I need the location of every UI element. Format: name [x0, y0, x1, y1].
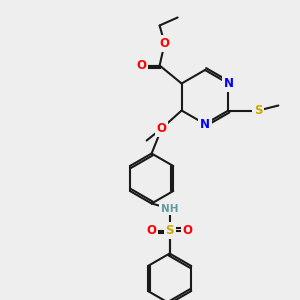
Text: O: O — [147, 224, 157, 237]
Text: O: O — [136, 59, 147, 72]
Text: N: N — [224, 77, 233, 90]
Text: N: N — [200, 118, 210, 130]
Text: O: O — [160, 37, 170, 50]
Text: S: S — [165, 224, 174, 237]
Text: NH: NH — [161, 203, 178, 214]
Text: O: O — [157, 122, 166, 135]
Text: O: O — [183, 224, 193, 237]
Text: S: S — [254, 104, 262, 117]
